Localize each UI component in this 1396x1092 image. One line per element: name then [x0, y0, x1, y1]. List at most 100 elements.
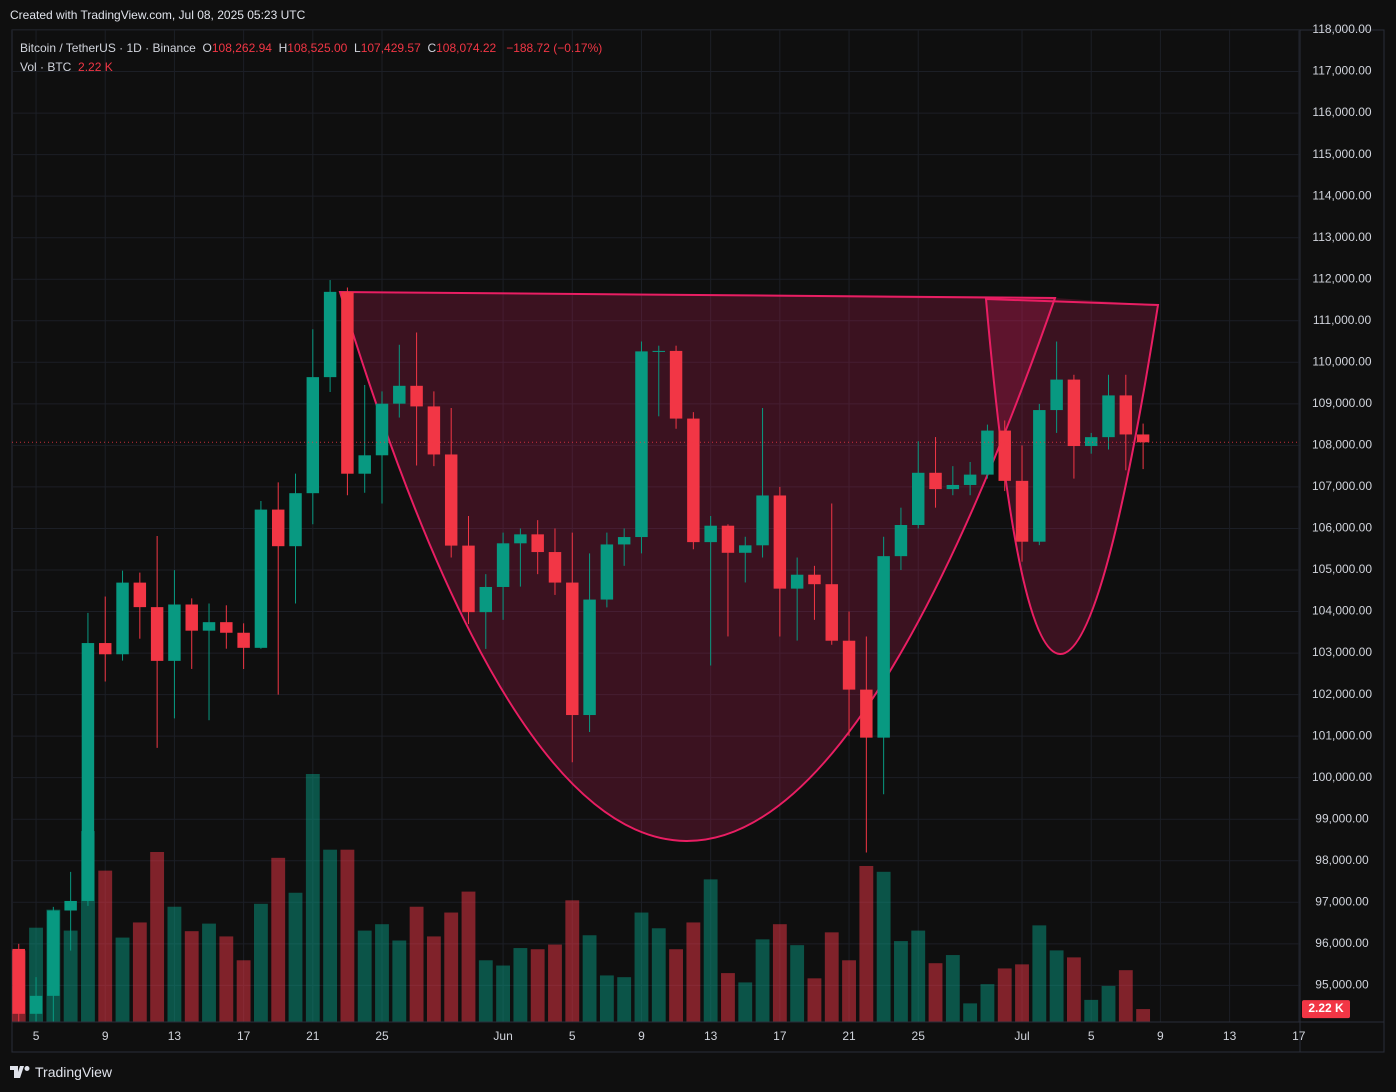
change: −188.72 (−0.17%)	[506, 41, 603, 55]
volume-bar	[340, 849, 355, 1022]
volume-bar	[738, 982, 753, 1022]
volume-bar	[530, 949, 545, 1022]
candle-body	[237, 632, 250, 648]
volume-tag-label: 2.22 K	[1308, 1001, 1344, 1015]
volume-bar	[582, 935, 597, 1022]
candle-body	[29, 995, 43, 1014]
candle-body	[756, 495, 769, 546]
volume-bar	[1066, 957, 1081, 1022]
cup-curve	[338, 290, 1057, 842]
candle-body	[116, 582, 129, 655]
volume-bar	[824, 932, 839, 1022]
candle-body	[773, 495, 787, 589]
volume-bar	[1015, 964, 1029, 1022]
l-label: L	[354, 41, 361, 55]
legend-row: Vol · BTC 2.22 K	[20, 58, 602, 77]
candle-body	[617, 537, 631, 545]
y-tick-label: 116,000.00	[1312, 105, 1371, 119]
volume-bar	[790, 945, 805, 1022]
volume-bar	[496, 965, 511, 1022]
volume-bar	[236, 960, 251, 1022]
volume-bar	[721, 973, 735, 1022]
volume-bar	[1084, 999, 1099, 1022]
h-value: 108,525.00	[287, 41, 348, 55]
candle-body	[877, 556, 890, 738]
candle-body	[929, 472, 942, 490]
o-value: 108,262.94	[211, 41, 272, 55]
candle-body	[410, 385, 423, 407]
x-tick-label: 13	[1223, 1029, 1237, 1043]
volume-bar	[634, 912, 649, 1022]
legend-row: Bitcoin / TetherUS · 1D · Binance O108,2…	[20, 39, 602, 58]
candle-body	[704, 525, 717, 543]
y-tick-label: 96,000.00	[1315, 936, 1369, 950]
x-tick-label: 9	[102, 1029, 109, 1043]
candle-body	[946, 484, 960, 490]
volume-bar	[1032, 925, 1047, 1022]
candle-body	[825, 584, 838, 641]
candle-body	[981, 430, 994, 475]
volume-bar	[357, 930, 372, 1022]
candle-body	[271, 509, 285, 547]
volume-bar	[894, 941, 908, 1022]
y-tick-label: 105,000.00	[1312, 562, 1372, 576]
x-tick-label: Jun	[493, 1029, 512, 1043]
volume-bar	[1049, 950, 1064, 1022]
volume-bar	[911, 930, 926, 1022]
x-tick-label: 9	[1157, 1029, 1164, 1043]
y-tick-label: 115,000.00	[1312, 147, 1371, 161]
footer[interactable]: TradingView	[10, 1064, 112, 1080]
candle-body	[306, 377, 320, 494]
x-tick-label: 17	[1292, 1029, 1306, 1043]
y-tick-label: 111,000.00	[1313, 313, 1372, 327]
volume-bar	[150, 852, 165, 1022]
volume-bar	[928, 963, 943, 1022]
legend: Bitcoin / TetherUS · 1D · Binance O108,2…	[20, 39, 602, 77]
candle-body	[358, 455, 371, 474]
volume-bar	[565, 900, 580, 1022]
candle-body	[12, 948, 25, 1014]
volume-bar	[288, 892, 303, 1022]
candle-body	[1033, 410, 1046, 542]
vol-label: Vol · BTC	[20, 60, 72, 74]
logo	[10, 1066, 30, 1078]
candle-body	[220, 622, 233, 633]
x-tick-label: 5	[1088, 1029, 1095, 1043]
volume-bar	[945, 955, 960, 1022]
candle-body	[462, 545, 475, 613]
candle-body	[444, 454, 458, 546]
volume-bar	[772, 924, 787, 1022]
volume-bar	[980, 984, 995, 1022]
candle-body	[687, 418, 700, 543]
volume-bar	[997, 968, 1012, 1022]
candle-body	[1102, 395, 1115, 438]
candle-body	[652, 350, 665, 352]
x-tick-label: Jul	[1014, 1029, 1029, 1043]
cup-drawing	[338, 290, 1160, 842]
volume-bar	[478, 960, 493, 1022]
candle-body	[1050, 379, 1063, 411]
volume-bar	[305, 774, 320, 1022]
y-tick-label: 95,000.00	[1315, 978, 1369, 992]
y-tick-label: 118,000.00	[1312, 22, 1371, 36]
y-tick-label: 104,000.00	[1312, 604, 1372, 618]
volume-bar	[963, 1003, 978, 1022]
y-tick-label: 101,000.00	[1312, 728, 1372, 742]
y-tick-label: 106,000.00	[1312, 521, 1372, 535]
volume-bar	[167, 906, 182, 1022]
candle-body	[531, 534, 544, 553]
volume-bar	[617, 977, 632, 1022]
y-tick-label: 107,000.00	[1312, 479, 1372, 493]
candle-body	[635, 351, 648, 538]
y-tick-label: 99,000.00	[1315, 811, 1369, 825]
candle-body	[1067, 379, 1081, 447]
x-tick-label: 21	[306, 1029, 320, 1043]
volume-bar	[876, 871, 891, 1022]
y-tick-label: 100,000.00	[1312, 770, 1372, 784]
volume-bar	[1136, 1009, 1151, 1022]
volume-bar	[426, 936, 441, 1022]
y-tick-label: 108,000.00	[1312, 438, 1372, 452]
volume-tag	[1302, 1000, 1350, 1019]
volume-bar	[63, 930, 78, 1022]
y-tick-label: 110,000.00	[1312, 354, 1371, 368]
